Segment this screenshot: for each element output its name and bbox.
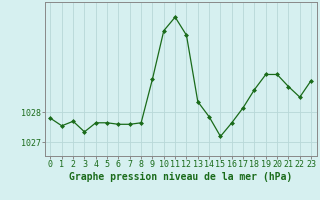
X-axis label: Graphe pression niveau de la mer (hPa): Graphe pression niveau de la mer (hPa) [69, 172, 292, 182]
